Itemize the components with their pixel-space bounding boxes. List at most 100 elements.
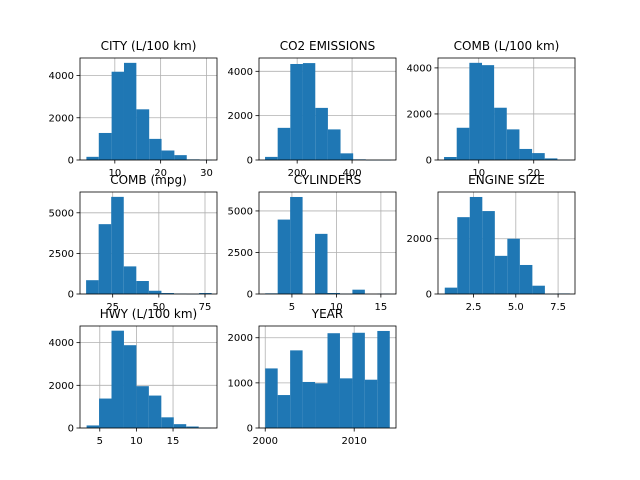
y-tick-label: 0 <box>68 424 74 435</box>
subplot-title: YEAR <box>311 307 343 321</box>
histogram-bar <box>315 107 328 160</box>
histogram-bar <box>340 153 354 160</box>
histogram-bar <box>532 285 545 294</box>
histogram-bar <box>277 219 291 294</box>
histogram-bar <box>457 217 470 294</box>
histogram-bar <box>302 381 316 428</box>
subplot-title: COMB (L/100 km) <box>454 39 560 53</box>
histogram-bar <box>315 233 328 294</box>
axes-frame <box>437 57 576 161</box>
y-tick-label: 5000 <box>49 208 74 219</box>
histogram-bar <box>136 109 150 160</box>
y-tick-label: 2000 <box>407 234 432 245</box>
histogram-bar <box>519 148 533 160</box>
x-tick-label: 20 <box>154 168 167 179</box>
histogram-bar <box>136 386 149 428</box>
x-tick-label: 2000 <box>253 436 278 447</box>
x-tick-label: 10 <box>108 168 121 179</box>
histogram-bar <box>86 156 99 160</box>
histogram-bar <box>327 129 341 160</box>
histogram-bar <box>290 350 303 428</box>
y-tick-label: 0 <box>247 290 253 301</box>
x-tick-label: 15 <box>167 436 180 447</box>
x-tick-label: 75 <box>199 302 212 313</box>
histogram-bar <box>482 65 495 160</box>
histogram-bar <box>149 138 162 160</box>
y-tick-label: 0 <box>68 290 74 301</box>
axes-frame <box>258 191 397 295</box>
histogram-bar <box>327 293 340 294</box>
y-tick-label: 2000 <box>407 109 432 120</box>
histogram-bar <box>482 211 495 294</box>
subplot-1: 10 20 30 0 2000 4000 CITY (L/100 km) <box>49 39 218 179</box>
x-tick-label: 200 <box>288 168 307 179</box>
histogram-bar <box>290 63 303 161</box>
subplot-8: 2000 2010 0 1000 2000 YEAR <box>228 307 397 447</box>
histogram-bar <box>111 330 124 428</box>
y-tick-label: 0 <box>247 424 253 435</box>
y-tick-label: 2000 <box>228 111 253 122</box>
x-tick-label: 50 <box>152 302 165 313</box>
histogram-bar <box>352 289 365 294</box>
y-tick-label: 4000 <box>407 63 432 74</box>
histogram-bar <box>98 132 112 160</box>
histogram-bar <box>494 255 508 294</box>
histogram-bar <box>136 281 149 294</box>
histogram-bar <box>506 129 520 160</box>
x-tick-label: 25 <box>106 302 119 313</box>
histogram-bar <box>544 158 558 160</box>
histogram-bar <box>173 424 187 428</box>
histogram-bar <box>494 107 507 160</box>
histogram-bar <box>86 280 99 294</box>
histogram-bar <box>444 287 458 294</box>
x-tick-label: 10 <box>130 436 143 447</box>
axes-frame <box>258 57 397 161</box>
histogram-bar <box>265 368 278 428</box>
histogram-bar <box>352 332 365 428</box>
histogram-bar <box>99 398 112 428</box>
histogram-bar <box>444 157 457 160</box>
axes-frame <box>79 325 218 429</box>
subplot-title: CO2 EMISSIONS <box>280 39 376 53</box>
histogram-bar <box>161 150 175 160</box>
histogram-bar <box>123 266 137 294</box>
histogram-bar <box>519 264 533 294</box>
subplot-5: 5 10 15 0 2500 5000 CYLINDERS <box>228 173 397 313</box>
histogram-bar <box>148 290 162 294</box>
subplot-title: CITY (L/100 km) <box>101 39 197 53</box>
subplot-title: HWY (L/100 km) <box>100 307 197 321</box>
y-tick-label: 2000 <box>228 333 253 344</box>
subplot-title: CYLINDERS <box>294 173 361 187</box>
y-tick-label: 2000 <box>49 113 74 124</box>
subplot-6: 2.5 5.0 7.5 0 2000 ENGINE SIZE <box>407 173 576 313</box>
y-tick-label: 2500 <box>49 249 74 260</box>
histogram-bar <box>111 196 124 294</box>
y-tick-label: 2500 <box>228 248 253 259</box>
histogram-bar <box>532 153 545 160</box>
x-tick-label: 5.0 <box>508 302 524 313</box>
x-tick-label: 7.5 <box>550 302 566 313</box>
subplot-4: 25 50 75 0 2500 5000 COMB (mpg) <box>49 173 218 313</box>
histogram-bar <box>265 156 278 160</box>
histogram-bar <box>123 62 137 160</box>
histogram-bar <box>277 127 291 160</box>
histogram-bar <box>86 425 100 428</box>
x-tick-label: 15 <box>375 302 388 313</box>
histogram-bar <box>111 71 124 160</box>
histogram-bar <box>98 224 112 294</box>
histogram-bar <box>199 293 212 294</box>
y-tick-label: 5000 <box>228 206 253 217</box>
x-tick-label: 10 <box>330 302 343 313</box>
histogram-bar <box>186 426 199 428</box>
histogram-bar <box>290 196 303 294</box>
histogram-bar <box>161 293 174 294</box>
histogram-bar <box>507 238 520 294</box>
y-tick-label: 0 <box>68 156 74 167</box>
subplot-3: 10 20 0 2000 4000 COMB (L/100 km) <box>407 39 576 179</box>
histogram-bar <box>123 345 137 428</box>
x-tick-label: 400 <box>343 168 362 179</box>
histogram-bar <box>161 417 174 428</box>
histogram-bar <box>148 395 162 428</box>
histogram-bar <box>302 63 316 160</box>
